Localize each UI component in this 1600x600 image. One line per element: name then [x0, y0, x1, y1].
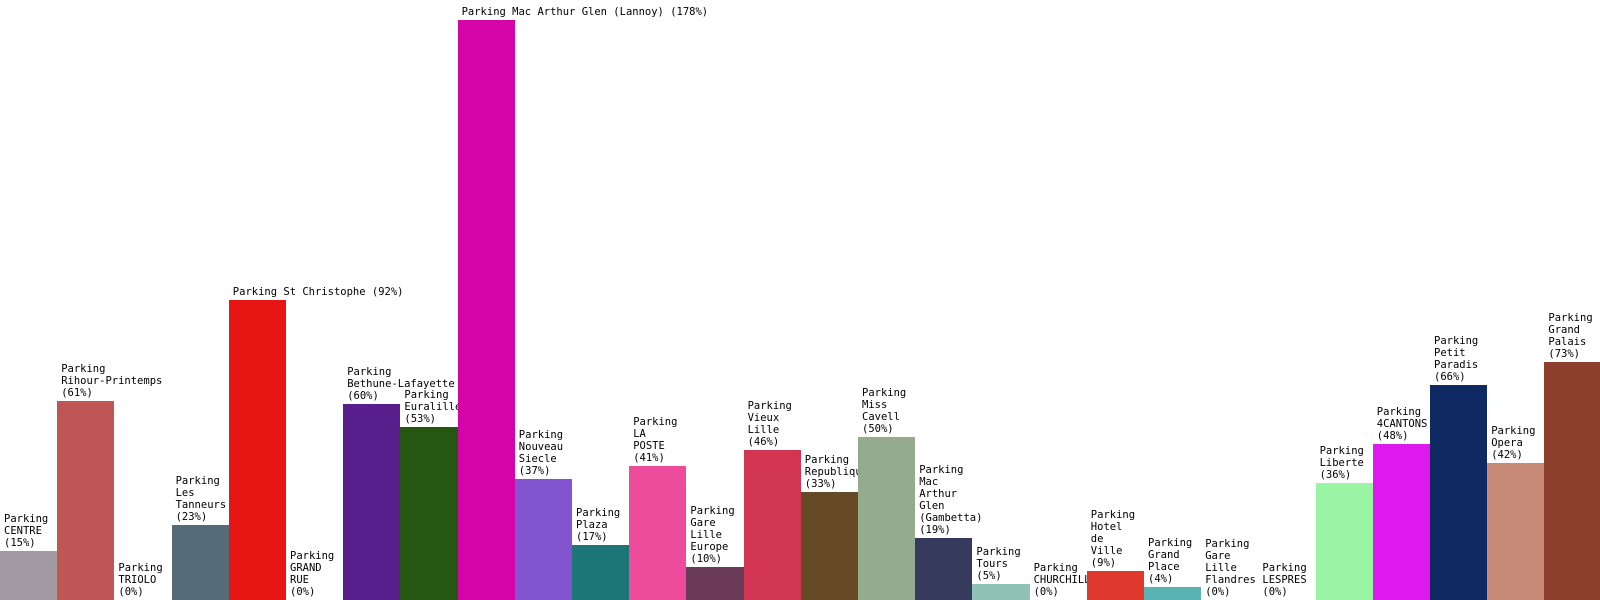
bar-label-parking-lespres: Parking LESPRES (0%) [1262, 562, 1307, 598]
bar-parking-republique [800, 492, 858, 600]
bar-parking-miss-cavell [858, 437, 916, 600]
bar-label-parking-grand-place: Parking Grand Place (4%) [1148, 536, 1193, 585]
bar-label-parking-euralille: Parking Euralille (53%) [404, 389, 462, 426]
bar-parking-4cantons [1372, 443, 1430, 600]
bar-parking-euralille [400, 427, 458, 600]
bar-label-parking-mac-arthur-glen-lannoy: Parking Mac Arthur Glen (Lannoy) (178%) [461, 6, 709, 18]
bar-parking-petit-paradis [1430, 384, 1488, 600]
bar-label-parking-tours: Parking Tours (5%) [976, 545, 1021, 582]
bar-parking-plaza [572, 544, 630, 600]
bar-parking-la-poste [629, 466, 687, 600]
bar-label-parking-bethune-lafayette: Parking Bethune-Lafayette (60%) [347, 366, 455, 403]
bar-label-parking-4cantons: Parking 4CANTONS (48%) [1376, 405, 1428, 442]
bar-parking-rihour-printemps [57, 401, 115, 600]
bar-parking-les-tanneurs [171, 525, 229, 600]
bar-label-parking-la-poste: Parking LA POSTE (41%) [633, 416, 678, 465]
bar-label-parking-opera: Parking Opera (42%) [1491, 425, 1536, 462]
bar-label-parking-petit-paradis: Parking Petit Paradis (66%) [1434, 334, 1479, 383]
bar-label-parking-liberte: Parking Liberte (36%) [1319, 444, 1364, 481]
bar-label-parking-rihour-printemps: Parking Rihour-Printemps (61%) [61, 363, 163, 400]
bar-label-parking-grand-rue: Parking GRAND RUE (0%) [290, 550, 335, 598]
bar-label-parking-gare-lille-europe: Parking Gare Lille Europe (10%) [690, 505, 735, 566]
bar-label-parking-centre: Parking CENTRE (15%) [4, 513, 49, 550]
bar-parking-mac-arthur-glen-gambetta [915, 538, 973, 600]
bar-label-parking-triolo: Parking TRIOLO (0%) [118, 562, 163, 598]
bar-label-parking-gare-lille-flandres: Parking Gare Lille Flandres (0%) [1205, 538, 1256, 598]
bar-parking-tours [972, 583, 1030, 600]
bar-label-parking-plaza: Parking Plaza (17%) [576, 506, 621, 543]
bar-parking-nouveau-siecle [514, 479, 572, 600]
bar-parking-mac-arthur-glen-lannoy [457, 20, 515, 600]
bar-label-parking-republique: Parking Republique (33%) [804, 454, 869, 491]
bar-parking-gare-lille-europe [686, 567, 744, 600]
bar-parking-hotel-de-ville [1086, 570, 1144, 600]
bar-parking-grand-palais [1544, 362, 1600, 600]
bar-parking-st-christophe [228, 300, 286, 600]
bar-parking-opera [1487, 463, 1545, 600]
bar-label-parking-churchill: Parking CHURCHILL (0%) [1033, 562, 1091, 598]
bar-label-parking-miss-cavell: Parking Miss Cavell (50%) [862, 387, 907, 436]
bar-parking-vieux-lille [743, 450, 801, 600]
bar-label-parking-vieux-lille: Parking Vieux Lille (46%) [747, 400, 792, 449]
bar-parking-centre [0, 551, 58, 600]
bar-label-parking-hotel-de-ville: Parking Hotel de Ville (9%) [1090, 508, 1136, 569]
bar-parking-liberte [1315, 482, 1373, 600]
bar-label-parking-mac-arthur-glen-gambetta: Parking Mac Arthur Glen (Gambetta) (19%) [919, 464, 983, 537]
bar-label-parking-grand-palais: Parking Grand Palais (73%) [1548, 312, 1593, 361]
bar-label-parking-les-tanneurs: Parking Les Tanneurs (23%) [175, 475, 227, 524]
bar-parking-grand-place [1144, 586, 1202, 600]
bar-parking-bethune-lafayette [343, 404, 401, 600]
bar-label-parking-st-christophe: Parking St Christophe (92%) [232, 286, 404, 299]
bar-label-parking-nouveau-siecle: Parking Nouveau Siecle (37%) [518, 429, 564, 478]
